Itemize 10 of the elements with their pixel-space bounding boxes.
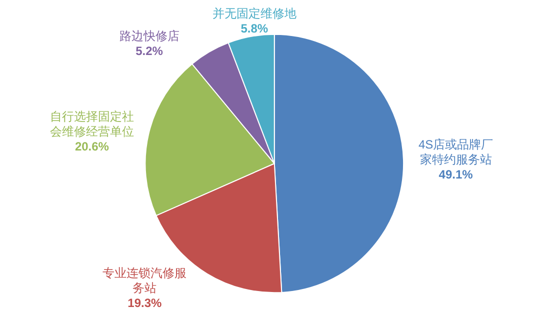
data-label: 19.3% xyxy=(128,296,162,310)
data-label: 20.6% xyxy=(74,139,110,154)
data-label: 49.1% xyxy=(438,168,474,182)
slice-label: 路边快修店 xyxy=(119,28,180,43)
data-label: 5.8% xyxy=(240,22,268,36)
slice-label: 专业连锁汽修服务站 xyxy=(102,266,187,296)
data-label: 5.2% xyxy=(136,44,164,58)
slice-label: 自行选择固定社会维修经营单位 xyxy=(50,109,134,138)
slice-label: 并无固定维修地 xyxy=(212,6,296,20)
slice-label: 4S店或品牌厂家特约服务站 xyxy=(418,138,494,167)
